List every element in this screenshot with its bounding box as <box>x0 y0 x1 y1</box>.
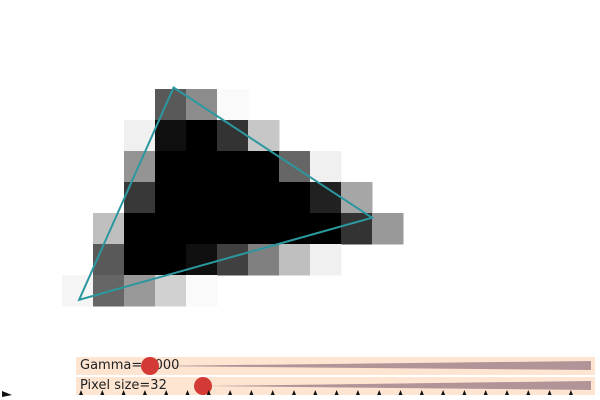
corner-arrow-icon <box>2 391 12 397</box>
pixel-cell <box>186 275 218 307</box>
tick-mark <box>334 390 339 395</box>
triangle-outline <box>77 86 375 302</box>
tick-mark <box>547 390 552 395</box>
pixel-cell <box>310 213 342 245</box>
gamma-slider-wedge <box>150 361 591 370</box>
tick-mark <box>419 390 424 395</box>
pixel-cell <box>248 213 280 245</box>
pixel-cell <box>155 213 187 245</box>
pixel-cell <box>217 151 249 183</box>
tick-mark <box>228 390 233 395</box>
gamma-slider-knob[interactable] <box>141 357 160 375</box>
tick-mark <box>377 390 382 395</box>
tick-mark <box>142 390 147 395</box>
pixel-cell <box>124 213 156 245</box>
pixel-cell <box>341 213 373 245</box>
pixel-cell <box>93 244 125 276</box>
gamma-slider-track <box>150 361 591 370</box>
tick-mark <box>249 390 254 395</box>
pixel-cell <box>186 89 218 121</box>
pixel-cell <box>186 182 218 214</box>
tick-mark <box>313 390 318 395</box>
pixel-cell <box>93 213 125 245</box>
tick-mark <box>185 390 190 395</box>
pixel-size-label: Pixel size=32 <box>80 378 167 393</box>
pixel-cell <box>217 213 249 245</box>
pixel-cell <box>217 120 249 152</box>
pixel-cell <box>248 182 280 214</box>
pixel-size-slider[interactable]: Pixel size=32 <box>76 377 595 395</box>
pixel-cell <box>186 244 218 276</box>
tick-mark <box>568 390 573 395</box>
tick-mark <box>526 390 531 395</box>
pixel-cell <box>155 120 187 152</box>
tick-mark <box>164 390 169 395</box>
pixel-cell <box>155 151 187 183</box>
pixel-cell <box>217 89 249 121</box>
pixel-cell <box>217 182 249 214</box>
pixel-cell <box>124 120 156 152</box>
tick-marks <box>79 390 573 395</box>
pixel-cell <box>124 151 156 183</box>
tick-mark <box>79 390 83 395</box>
pixel-cell <box>310 244 342 276</box>
pixel-cell <box>279 182 311 214</box>
pixel-cell <box>155 182 187 214</box>
tick-mark <box>270 390 275 395</box>
tick-mark <box>398 390 403 395</box>
tick-mark <box>100 390 105 395</box>
gamma-label: Gamma=1.000 <box>80 358 180 373</box>
tick-mark <box>121 390 126 395</box>
pixel-cell <box>124 244 156 276</box>
pixel-cell <box>372 213 404 245</box>
tick-mark <box>462 390 467 395</box>
pixel-cell <box>155 275 187 307</box>
pixel-size-slider-wedge <box>202 381 591 390</box>
pixel-cell <box>186 213 218 245</box>
tick-mark <box>505 390 509 395</box>
pixel-grid <box>62 89 404 307</box>
pixel-cell <box>186 120 218 152</box>
tick-mark <box>206 390 211 395</box>
pixel-cell <box>186 151 218 183</box>
pixel-cell <box>248 151 280 183</box>
tick-mark <box>483 390 488 395</box>
pixel-size-slider-track <box>202 381 591 390</box>
pixel-cell <box>310 151 342 183</box>
gamma-slider[interactable]: Gamma=1.000 <box>76 357 595 375</box>
pixel-cell <box>279 244 311 276</box>
tick-mark <box>292 390 296 395</box>
tick-mark <box>355 390 360 395</box>
pixel-size-slider-knob[interactable] <box>193 377 212 395</box>
pixel-cell <box>248 244 280 276</box>
tick-mark <box>441 390 446 395</box>
